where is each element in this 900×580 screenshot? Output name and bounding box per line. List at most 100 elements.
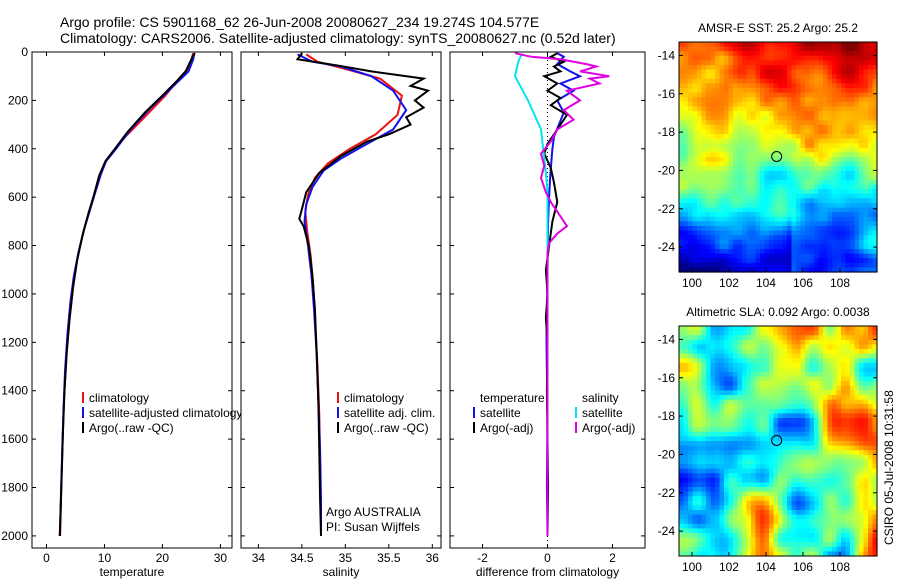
sla-heatmap-cell	[733, 450, 739, 456]
sla-heatmap-cell	[746, 353, 752, 359]
sst-heatmap-cell	[841, 111, 847, 117]
sla-heatmap-cell	[778, 454, 784, 460]
sst-heatmap-cell	[863, 42, 869, 48]
sla-heatmap-cell	[706, 533, 712, 539]
sla-heatmap-cell	[854, 546, 860, 552]
sst-heatmap-cell	[832, 193, 838, 199]
temperature-panel: 0 10 20 30temperature0200400600800100012001…	[1, 45, 242, 579]
sla-heatmap-cell	[688, 523, 694, 529]
sst-heatmap-cell	[859, 193, 865, 199]
sla-heatmap-cell	[692, 491, 698, 497]
sla-heatmap-cell	[859, 330, 865, 336]
sla-heatmap-cell	[706, 454, 712, 460]
sla-heatmap-cell	[868, 537, 874, 543]
sla-heatmap-cell	[751, 408, 757, 414]
sla-heatmap-cell	[683, 491, 689, 497]
sla-heatmap-cell	[787, 418, 793, 424]
sst-heatmap-cell	[764, 203, 770, 209]
sla-heatmap-cell	[814, 422, 820, 428]
sla-heatmap-cell	[796, 339, 802, 345]
sst-heatmap-cell	[859, 138, 865, 144]
sst-heatmap-cell	[832, 69, 838, 75]
sla-heatmap-cell	[782, 413, 788, 419]
sla-heatmap-cell	[863, 339, 869, 345]
sla-heatmap-cell	[800, 477, 806, 483]
sla-heatmap-cell	[863, 436, 869, 442]
sst-heatmap-cell	[782, 88, 788, 94]
sla-heatmap-cell	[742, 454, 748, 460]
sla-heatmap-cell	[701, 477, 707, 483]
sla-heatmap-cell	[841, 514, 847, 520]
sst-heatmap-cell	[746, 244, 752, 250]
sst-heatmap-cell	[827, 198, 833, 204]
sla-heatmap-cell	[724, 349, 730, 355]
sla-heatmap-cell	[796, 399, 802, 405]
sst-heatmap-cell	[850, 239, 856, 245]
sst-heatmap-cell	[683, 253, 689, 259]
sla-heatmap-cell	[697, 441, 703, 447]
sst-heatmap-cell	[818, 193, 824, 199]
sst-heatmap-cell	[827, 203, 833, 209]
sst-heatmap-cell	[832, 212, 838, 218]
sst-heatmap-cell	[845, 51, 851, 57]
sla-heatmap-cell	[737, 335, 743, 341]
sla-heatmap-cell	[760, 362, 766, 368]
sla-heatmap-cell	[715, 335, 721, 341]
sla-heatmap-cell	[827, 381, 833, 387]
sla-heatmap-cell	[791, 505, 797, 511]
sst-heatmap-cell	[746, 55, 752, 61]
sla-heatmap-cell	[827, 500, 833, 506]
sla-heatmap-cell	[755, 376, 761, 382]
sla-heatmap-cell	[683, 473, 689, 479]
sst-heatmap-cell	[683, 203, 689, 209]
sst-heatmap-cell	[742, 170, 748, 176]
sst-heatmap-cell	[697, 226, 703, 232]
sst-heatmap-cell	[773, 134, 779, 140]
sla-heatmap-cell	[737, 505, 743, 511]
sst-heatmap-cell	[737, 106, 743, 112]
sst-heatmap-cell	[791, 203, 797, 209]
sla-heatmap-cell	[679, 418, 685, 424]
sst-heatmap-cell	[706, 124, 712, 130]
sla-heatmap-cell	[746, 537, 752, 543]
sst-heatmap-cell	[836, 161, 842, 167]
sst-heatmap-cell	[832, 267, 838, 273]
sla-heatmap-cell	[724, 353, 730, 359]
sla-heatmap-cell	[773, 445, 779, 451]
sla-heatmap-cell	[760, 395, 766, 401]
sst-heatmap-cell	[823, 258, 829, 264]
sst-heatmap-cell	[818, 267, 824, 273]
sla-heatmap-cell	[755, 362, 761, 368]
sst-heatmap-cell	[863, 152, 869, 158]
sst-heatmap-cell	[701, 166, 707, 172]
sst-heatmap-cell	[773, 230, 779, 236]
sst-heatmap-cell	[796, 97, 802, 103]
sst-heatmap-cell	[719, 157, 725, 163]
sla-heatmap-cell	[863, 326, 869, 332]
sla-heatmap-cell	[868, 496, 874, 502]
argo-footer-line: PI: Susan Wijffels	[326, 520, 420, 534]
sla-heatmap-cell	[809, 496, 815, 502]
sla-heatmap-cell	[782, 427, 788, 433]
sst-heatmap-cell	[728, 189, 734, 195]
sst-heatmap-cell	[724, 120, 730, 126]
sst-heatmap-cell	[755, 180, 761, 186]
sst-heatmap-cell	[791, 51, 797, 57]
sla-heatmap-cell	[733, 339, 739, 345]
sla-heatmap-cell	[737, 450, 743, 456]
sst-heatmap-cell	[755, 198, 761, 204]
sla-heatmap-cell	[706, 349, 712, 355]
sla-heatmap-cell	[832, 445, 838, 451]
sst-heatmap-cell	[814, 170, 820, 176]
sst-heatmap-cell	[787, 78, 793, 84]
sst-heatmap-cell	[755, 230, 761, 236]
sla-heatmap-cell	[809, 344, 815, 350]
sla-heatmap-cell	[701, 441, 707, 447]
sla-heatmap-cell	[836, 537, 842, 543]
sst-heatmap-cell	[823, 138, 829, 144]
sst-heatmap-cell	[742, 212, 748, 218]
sst-heatmap-cell	[832, 78, 838, 84]
sst-heatmap-cell	[854, 83, 860, 89]
sla-heatmap-cell	[832, 395, 838, 401]
